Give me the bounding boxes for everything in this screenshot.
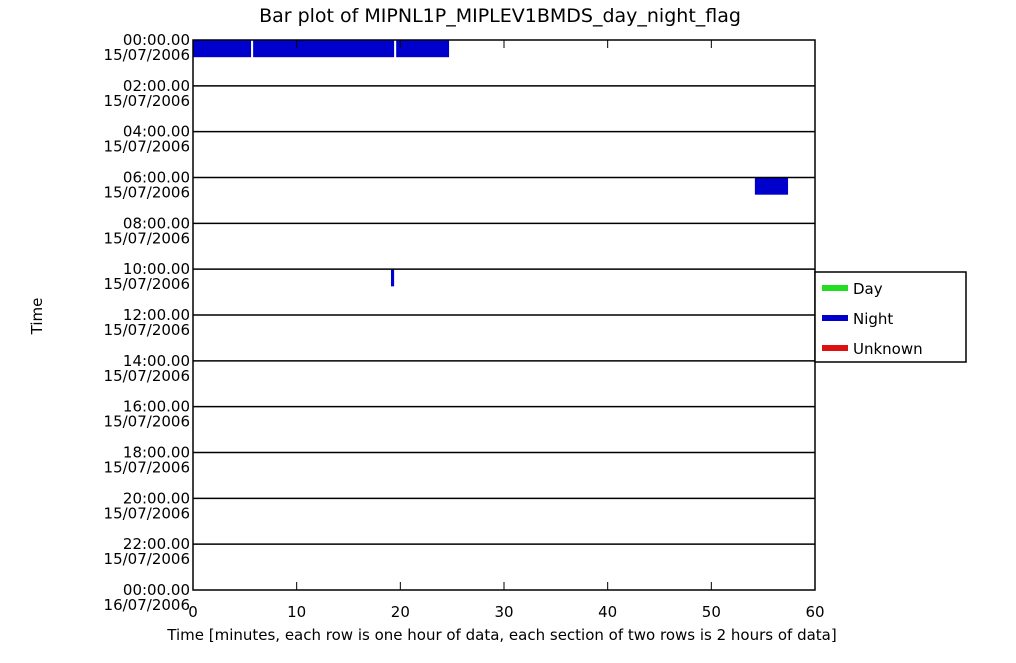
legend: Day Night Unknown: [814, 271, 967, 363]
bars-layer: [193, 40, 789, 287]
x-axis-ticks: 0 10 20 30 40 50 60: [188, 40, 825, 621]
y-tick-date-label: 15/07/2006: [104, 275, 190, 293]
chart-title: Bar plot of MIPNL1P_MIPLEV1BMDS_day_nigh…: [259, 5, 741, 27]
bar-night-1: [253, 40, 395, 58]
y-tick-time-label: 22:00.00: [123, 535, 190, 553]
y-tick-time-label: 20:00.00: [123, 489, 190, 507]
y-tick-time-label: 18:00.00: [123, 444, 190, 462]
legend-label-day: Day: [853, 280, 883, 298]
bar-night-3: [754, 177, 789, 195]
bar-night-0: [193, 40, 252, 58]
y-tick-time-label: 16:00.00: [123, 398, 190, 416]
y-tick-date-label: 15/07/2006: [104, 184, 190, 202]
grid-lines: [193, 85, 815, 545]
x-tick-label: 40: [598, 603, 617, 621]
x-tick-label: 30: [494, 603, 513, 621]
y-tick-date-label: 15/07/2006: [104, 321, 190, 339]
y-tick-date-label: 15/07/2006: [104, 229, 190, 247]
y-tick-date-label: 16/07/2006: [104, 596, 190, 614]
bar-night-4: [391, 269, 395, 287]
y-tick-time-label: 04:00.00: [123, 123, 190, 141]
legend-swatch-night: [822, 315, 848, 321]
y-tick-date-label: 15/07/2006: [104, 550, 190, 568]
y-tick-time-label: 12:00.00: [123, 306, 190, 324]
y-tick-time-label: 00:00.00: [123, 31, 190, 49]
legend-swatch-day: [822, 285, 848, 291]
legend-label-night: Night: [853, 310, 893, 328]
x-tick-label: 10: [287, 603, 306, 621]
y-tick-time-label: 02:00.00: [123, 77, 190, 95]
y-tick-time-label: 08:00.00: [123, 214, 190, 232]
legend-swatch-unknown: [822, 345, 848, 351]
x-tick-label: 60: [805, 603, 824, 621]
y-tick-date-label: 15/07/2006: [104, 459, 190, 477]
x-tick-label: 50: [702, 603, 721, 621]
y-tick-time-label: 06:00.00: [123, 169, 190, 187]
x-tick-label: 0: [188, 603, 198, 621]
y-axis-ticks: 00:00.0015/07/200602:00.0015/07/200604:0…: [104, 31, 190, 614]
y-tick-date-label: 15/07/2006: [104, 413, 190, 431]
x-tick-label: 20: [391, 603, 410, 621]
y-tick-time-label: 14:00.00: [123, 352, 190, 370]
y-tick-date-label: 15/07/2006: [104, 367, 190, 385]
y-tick-date-label: 15/07/2006: [104, 504, 190, 522]
y-tick-time-label: 00:00.00: [123, 581, 190, 599]
y-tick-date-label: 15/07/2006: [104, 92, 190, 110]
y-tick-date-label: 15/07/2006: [104, 138, 190, 156]
bar-night-2: [396, 40, 450, 58]
legend-label-unknown: Unknown: [853, 340, 923, 358]
y-tick-time-label: 10:00.00: [123, 260, 190, 278]
y-axis-label: Time: [28, 298, 46, 336]
x-axis-label: Time [minutes, each row is one hour of d…: [166, 626, 836, 644]
y-tick-date-label: 15/07/2006: [104, 46, 190, 64]
